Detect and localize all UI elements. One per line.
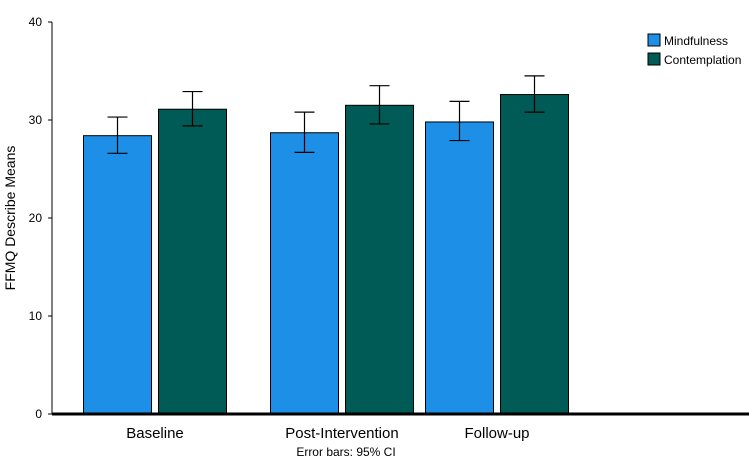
legend-label-mindfulness: Mindfulness xyxy=(664,34,728,48)
bar-contemplation-post-intervention xyxy=(345,104,414,415)
y-tick-label: 40 xyxy=(29,15,43,29)
error-bar-note: Error bars: 95% CI xyxy=(296,445,395,459)
legend-swatch-mindfulness xyxy=(647,33,661,47)
y-tick-label: 10 xyxy=(29,309,43,323)
y-tick-label: 30 xyxy=(29,113,43,127)
x-axis-category-labels: Baseline Post-Intervention Follow-up xyxy=(126,425,529,442)
error-bars-group xyxy=(107,75,545,154)
x-category-label: Follow-up xyxy=(464,425,529,442)
y-axis-ticks: 0 10 20 30 40 xyxy=(29,15,52,421)
bars-group xyxy=(83,94,569,415)
y-tick-label: 0 xyxy=(35,407,42,421)
x-category-label: Baseline xyxy=(126,425,184,442)
legend: Mindfulness Contemplation xyxy=(647,33,741,67)
bar-mindfulness-baseline xyxy=(83,135,152,415)
y-tick-label: 20 xyxy=(29,211,43,225)
bar-contemplation-follow-up xyxy=(500,94,569,415)
bar-mindfulness-post-intervention xyxy=(270,132,339,415)
x-category-label: Post-Intervention xyxy=(285,425,398,442)
legend-swatch-contemplation xyxy=(647,52,661,66)
legend-label-contemplation: Contemplation xyxy=(664,53,741,67)
bar-contemplation-baseline xyxy=(158,108,227,415)
bar-mindfulness-follow-up xyxy=(425,121,494,415)
y-axis-title: FFMQ Describe Means xyxy=(2,146,18,291)
